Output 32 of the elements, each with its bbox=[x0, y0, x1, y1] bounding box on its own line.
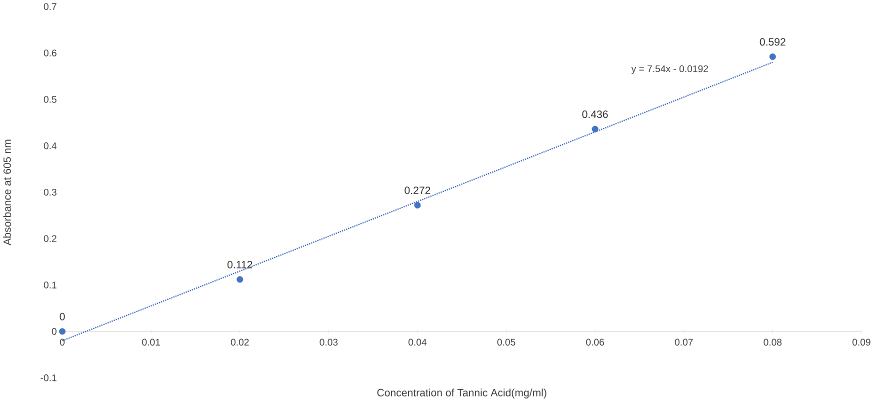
x-tick-label: 0 bbox=[60, 338, 65, 346]
x-tick-label: 0.02 bbox=[230, 338, 249, 346]
y-tick-label: 0 bbox=[52, 328, 56, 335]
y-axis-title: Absorbance at 605 nm bbox=[3, 140, 11, 246]
point bbox=[236, 276, 244, 283]
y-tick-label: 0.2 bbox=[44, 235, 56, 242]
x-tick-label: 0.04 bbox=[408, 338, 427, 346]
x-tick-label: 0.01 bbox=[142, 338, 160, 346]
y-tick-label: -0.1 bbox=[40, 374, 56, 382]
y-tick-label: 0.4 bbox=[44, 142, 57, 150]
x-tick-label: 0.09 bbox=[852, 338, 870, 346]
x-tick-label: 0.07 bbox=[674, 338, 693, 346]
point bbox=[59, 328, 66, 335]
x-tick-label: 0.05 bbox=[497, 338, 516, 346]
x-tick-label: 0.06 bbox=[586, 338, 604, 346]
x-axis-title: Concentration of Tannic Acid(mg/ml) bbox=[377, 388, 546, 399]
data-label: 0.436 bbox=[582, 110, 608, 118]
point bbox=[414, 202, 421, 209]
point bbox=[592, 126, 598, 133]
x-tick-label: 0.08 bbox=[764, 338, 782, 346]
data-label: 0.592 bbox=[760, 38, 786, 46]
y-tick-label: 0.7 bbox=[44, 3, 56, 10]
data-label: 0.272 bbox=[404, 186, 430, 194]
x-tick-label: 0.03 bbox=[320, 338, 338, 346]
y-tick-label: 0.3 bbox=[44, 188, 56, 196]
y-tick-label: 0.6 bbox=[44, 50, 56, 57]
y-tick-label: 0.5 bbox=[44, 96, 56, 103]
annotation: y = 7.54x - 0.0192 bbox=[631, 66, 708, 74]
point bbox=[769, 54, 776, 60]
data-label: 0 bbox=[60, 313, 65, 321]
data-label: 0.112 bbox=[227, 261, 252, 269]
y-tick-label: 0.1 bbox=[44, 282, 56, 289]
